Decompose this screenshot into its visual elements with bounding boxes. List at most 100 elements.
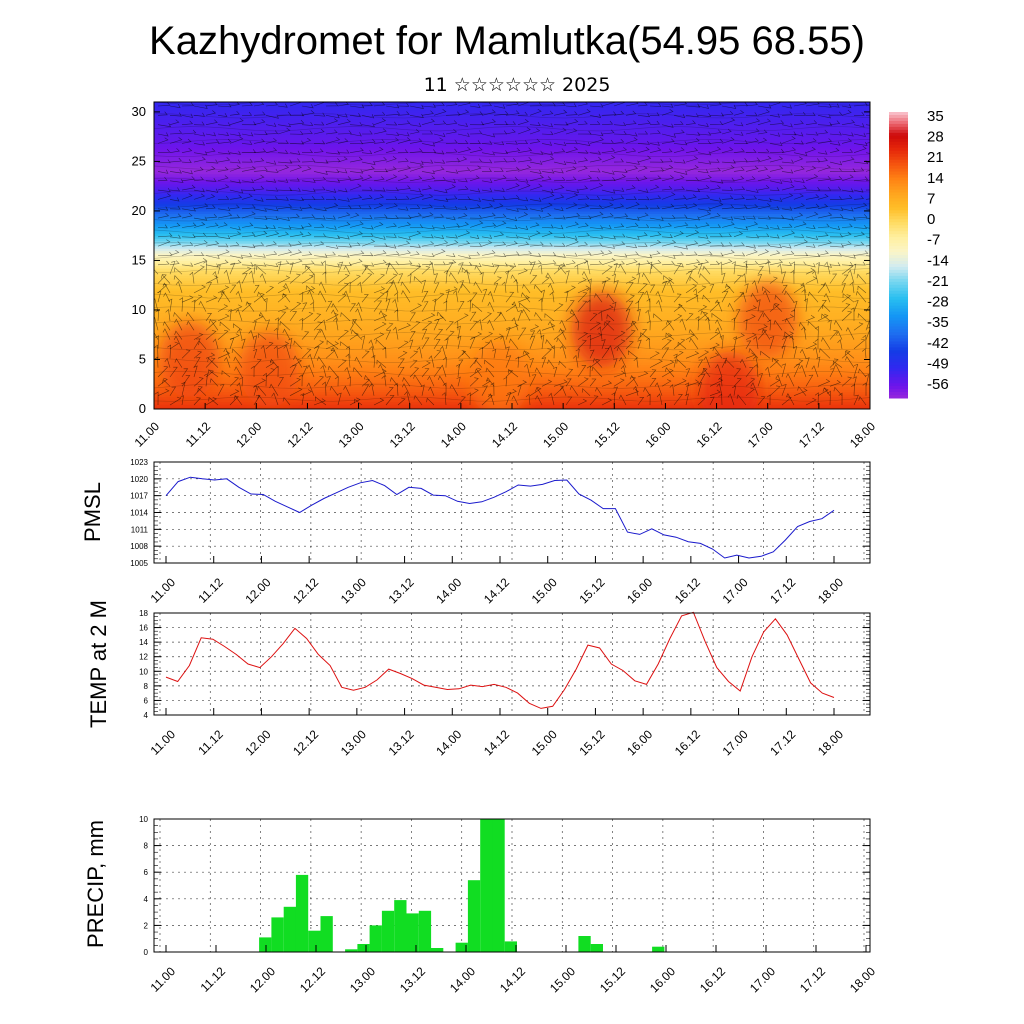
wind-barb: [421, 290, 429, 303]
wind-barb: [397, 158, 409, 163]
wind-barb: [356, 302, 363, 312]
wind-barb: [429, 262, 435, 275]
wind-barb: [589, 204, 603, 210]
wind-barb: [661, 234, 673, 238]
wind-barb: [517, 118, 529, 125]
wind-barb: [748, 347, 759, 359]
wind-barb: [620, 365, 627, 378]
wind-barb: [343, 385, 351, 396]
wind-barb: [661, 320, 673, 331]
wind-barb: [637, 212, 649, 219]
wind-barb: [481, 262, 495, 268]
cross-section-ytick: 5: [139, 351, 146, 366]
wind-barb: [253, 314, 264, 322]
wind-barb: [577, 339, 587, 350]
wind-barb: [397, 340, 409, 350]
wind-barb: [685, 350, 700, 359]
wind-barb: [858, 396, 867, 406]
wind-barb: [745, 128, 760, 135]
wind-barb: [700, 310, 711, 322]
wind-barb: [757, 166, 769, 172]
colorbar-segment: [889, 120, 908, 125]
colorbar-segment: [889, 392, 908, 396]
precip-bar: [652, 946, 665, 952]
wind-barb: [409, 148, 423, 153]
wind-barb: [517, 212, 529, 219]
wind-barb: [757, 396, 766, 406]
wind-barb: [265, 241, 277, 247]
wind-barb: [733, 231, 744, 238]
wind-barb: [229, 159, 241, 164]
cross-section-xtick: 17.00: [745, 419, 776, 450]
wind-barb: [426, 397, 435, 406]
cross-section-band: [154, 193, 870, 197]
wind-barb: [865, 227, 870, 229]
wind-barb: [548, 392, 555, 406]
wind-barb: [193, 332, 204, 340]
wind-barb: [529, 160, 543, 165]
wind-barb: [673, 159, 686, 164]
wind-barb: [427, 375, 435, 387]
wind-barb: [725, 359, 735, 368]
wind-barb: [313, 195, 325, 200]
precip-ytick: 8: [144, 842, 149, 851]
wind-barb: [313, 112, 326, 117]
wind-barb: [689, 276, 699, 284]
wind-barb: [757, 372, 763, 387]
wind-barb: [511, 317, 519, 331]
wind-barb: [712, 346, 723, 359]
wind-barb: [313, 102, 325, 107]
wind-barb: [373, 369, 387, 378]
wind-barb: [401, 290, 411, 303]
wind-barb: [805, 243, 816, 248]
wind-barb: [193, 176, 204, 182]
cross-section-band: [154, 284, 870, 289]
wind-barb: [154, 356, 159, 368]
wind-barb: [841, 223, 853, 228]
wind-barb: [862, 382, 867, 396]
wind-barb: [469, 140, 481, 144]
wind-barb: [505, 251, 520, 256]
wind-barb: [349, 147, 364, 153]
wind-barb: [481, 102, 492, 107]
wind-barb: [688, 328, 699, 340]
colorbar-segment: [889, 284, 908, 289]
precip-bar: [590, 944, 603, 952]
wind-barb: [169, 260, 176, 275]
wind-barb: [805, 146, 816, 153]
wind-barb: [253, 230, 268, 238]
wind-barb: [841, 174, 854, 182]
wind-barb: [282, 396, 291, 406]
wind-barb: [685, 313, 694, 322]
wind-barb: [205, 254, 220, 259]
wind-barb: [661, 203, 675, 210]
wind-barb: [248, 270, 255, 284]
wind-barb: [637, 291, 645, 303]
wind-barb: [227, 309, 232, 321]
wind-barb: [293, 355, 303, 368]
wind-barb: [493, 276, 502, 284]
wind-barb: [685, 155, 699, 163]
wind-barb: [817, 175, 832, 182]
wind-barb: [407, 273, 412, 284]
wind-barb: [673, 314, 683, 322]
wind-barb: [253, 225, 269, 229]
wind-barb: [565, 111, 578, 116]
wind-barb: [349, 156, 363, 163]
wind-barb: [157, 232, 173, 238]
wind-barb: [781, 193, 794, 200]
wind-barb: [625, 340, 634, 350]
wind-barb: [349, 140, 364, 145]
wind-barb: [577, 365, 587, 378]
wind-barb: [661, 260, 675, 266]
wind-barb: [265, 160, 277, 165]
wind-barb: [229, 132, 242, 137]
wind-barb: [481, 385, 488, 396]
wind-barb: [301, 214, 315, 219]
wind-barb: [212, 271, 219, 284]
cross-section-band: [154, 215, 870, 219]
wind-barb: [559, 319, 567, 331]
wind-barb: [349, 132, 362, 137]
wind-barb: [745, 387, 755, 396]
wind-barb: [709, 378, 724, 387]
